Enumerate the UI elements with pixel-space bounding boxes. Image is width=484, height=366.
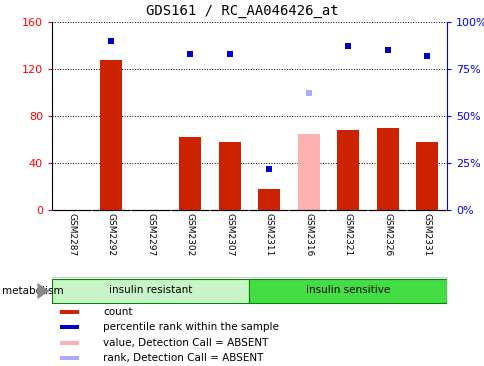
Text: GSM2321: GSM2321 [343,213,352,257]
Text: GSM2316: GSM2316 [303,213,313,257]
Bar [179,137,201,210]
Text: metabolism: metabolism [2,286,64,296]
Bar [258,189,280,210]
Bar [376,128,398,210]
Text: insulin sensitive: insulin sensitive [305,285,390,295]
Text: percentile rank within the sample: percentile rank within the sample [103,322,279,332]
Bar [52,279,249,303]
Text: GSM2311: GSM2311 [264,213,273,257]
Text: GSM2292: GSM2292 [106,213,116,257]
Bar [337,130,358,210]
Text: count: count [103,307,133,317]
Text: GSM2331: GSM2331 [422,213,431,257]
Text: value, Detection Call = ABSENT: value, Detection Call = ABSENT [103,338,268,348]
Bar [416,142,437,210]
Text: GDS161 / RC_AA046426_at: GDS161 / RC_AA046426_at [146,4,338,18]
Bar [218,142,240,210]
Text: GSM2307: GSM2307 [225,213,234,257]
Text: GSM2297: GSM2297 [146,213,155,257]
Text: insulin resistant: insulin resistant [109,285,192,295]
Text: rank, Detection Call = ABSENT: rank, Detection Call = ABSENT [103,353,263,363]
Bar [297,134,319,210]
Text: GSM2302: GSM2302 [185,213,195,257]
Bar [100,60,122,210]
Bar [249,279,446,303]
Bar [60,310,79,314]
Bar [60,325,79,329]
Bar [60,356,79,360]
Text: GSM2287: GSM2287 [67,213,76,257]
Text: GSM2326: GSM2326 [382,213,392,257]
Bar [60,341,79,345]
